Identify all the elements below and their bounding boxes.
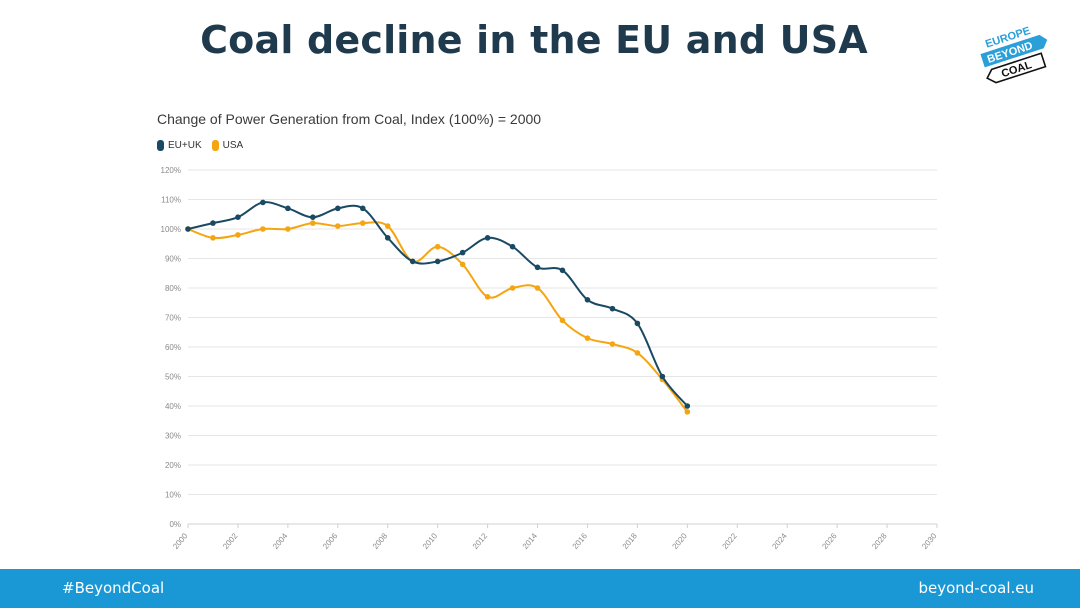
data-point-eu-uk: [409, 258, 416, 265]
data-point-eu-uk: [210, 220, 216, 226]
data-point-usa: [584, 335, 591, 341]
legend-item-eu-uk[interactable]: EU+UK: [157, 140, 202, 151]
data-point-usa: [335, 223, 341, 229]
data-point-eu-uk: [335, 205, 341, 212]
data-point-eu-uk: [609, 305, 616, 312]
y-tick-label: 110%: [161, 196, 181, 205]
chart-legend: EU+UK USA: [157, 140, 243, 151]
footer-bar: #BeyondCoal beyond-coal.eu: [0, 569, 1080, 608]
data-point-eu-uk: [584, 297, 591, 303]
legend-swatch-eu-uk: [157, 140, 164, 151]
x-tick-label: 2018: [621, 531, 640, 551]
data-point-usa: [534, 285, 541, 291]
y-tick-label: 90%: [165, 255, 181, 264]
page-title: Coal decline in the EU and USA: [200, 18, 868, 62]
data-point-eu-uk: [434, 258, 441, 265]
data-point-eu-uk: [559, 267, 566, 274]
data-point-eu-uk: [185, 226, 191, 232]
x-tick-label: 2012: [471, 531, 490, 551]
data-point-usa: [684, 409, 691, 415]
x-tick-label: 2022: [720, 531, 739, 551]
data-point-usa: [484, 294, 491, 300]
data-point-eu-uk: [634, 320, 641, 327]
x-tick-label: 2030: [920, 531, 939, 551]
x-tick-label: 2024: [770, 531, 789, 551]
data-point-usa: [434, 243, 441, 250]
data-point-usa: [260, 226, 266, 232]
footer-hashtag[interactable]: #BeyondCoal: [62, 579, 165, 597]
data-point-eu-uk: [659, 373, 666, 380]
x-tick-label: 2020: [671, 531, 690, 551]
x-tick-label: 2002: [221, 531, 240, 551]
data-point-usa: [659, 376, 666, 383]
y-tick-label: 100%: [161, 225, 181, 234]
x-tick-label: 2004: [271, 531, 290, 551]
y-tick-label: 40%: [165, 402, 181, 411]
data-point-eu-uk: [684, 403, 691, 409]
data-point-usa: [310, 220, 316, 226]
logo-arrow: [986, 52, 1047, 84]
data-point-usa: [384, 223, 391, 229]
y-tick-label: 60%: [165, 343, 181, 352]
x-tick-label: 2028: [870, 531, 889, 551]
data-point-usa: [210, 235, 216, 241]
data-point-usa: [634, 350, 641, 356]
series-line-eu-uk: [187, 201, 689, 407]
legend-swatch-usa: [211, 140, 219, 151]
y-tick-label: 120%: [161, 166, 181, 175]
x-tick-label: 2006: [321, 531, 340, 551]
data-point-eu-uk: [534, 264, 541, 271]
data-point-usa: [509, 285, 516, 291]
legend-item-usa[interactable]: USA: [211, 140, 244, 151]
y-tick-label: 30%: [165, 432, 181, 441]
data-point-eu-uk: [235, 214, 241, 220]
logo-banner: [980, 34, 1048, 68]
y-tick-label: 20%: [165, 461, 181, 470]
data-point-usa: [609, 341, 616, 347]
data-point-eu-uk: [484, 235, 491, 241]
x-tick-label: 2000: [171, 531, 190, 551]
data-point-usa: [359, 220, 366, 226]
y-tick-label: 0%: [169, 520, 181, 529]
data-point-eu-uk: [260, 199, 266, 206]
series-line-usa: [187, 221, 689, 413]
y-tick-label: 50%: [165, 373, 181, 382]
data-point-eu-uk: [509, 243, 516, 250]
data-point-usa: [285, 226, 291, 232]
x-tick-label: 2008: [371, 531, 390, 551]
y-tick-label: 70%: [165, 314, 181, 323]
chart-title: Change of Power Generation from Coal, In…: [157, 111, 542, 127]
data-point-eu-uk: [459, 249, 466, 256]
data-point-usa: [185, 226, 191, 232]
x-tick-label: 2014: [521, 531, 540, 551]
x-tick-label: 2016: [571, 531, 590, 551]
x-tick-label: 2010: [421, 531, 440, 551]
data-point-eu-uk: [310, 214, 316, 220]
data-point-eu-uk: [384, 235, 391, 241]
x-tick-label: 2026: [820, 531, 839, 551]
data-point-eu-uk: [285, 205, 291, 212]
data-point-usa: [459, 261, 466, 268]
legend-label-eu-uk: EU+UK: [168, 140, 202, 151]
data-point-usa: [559, 317, 566, 324]
footer-website-link[interactable]: beyond-coal.eu: [918, 579, 1034, 597]
europe-beyond-coal-logo[interactable]: EUROPE BEYOND COAL: [970, 18, 1056, 90]
data-point-usa: [235, 232, 241, 238]
data-point-usa: [409, 258, 416, 265]
legend-label-usa: USA: [222, 140, 244, 151]
y-tick-label: 10%: [165, 491, 181, 500]
data-point-eu-uk: [359, 205, 366, 212]
y-tick-label: 80%: [165, 284, 181, 293]
